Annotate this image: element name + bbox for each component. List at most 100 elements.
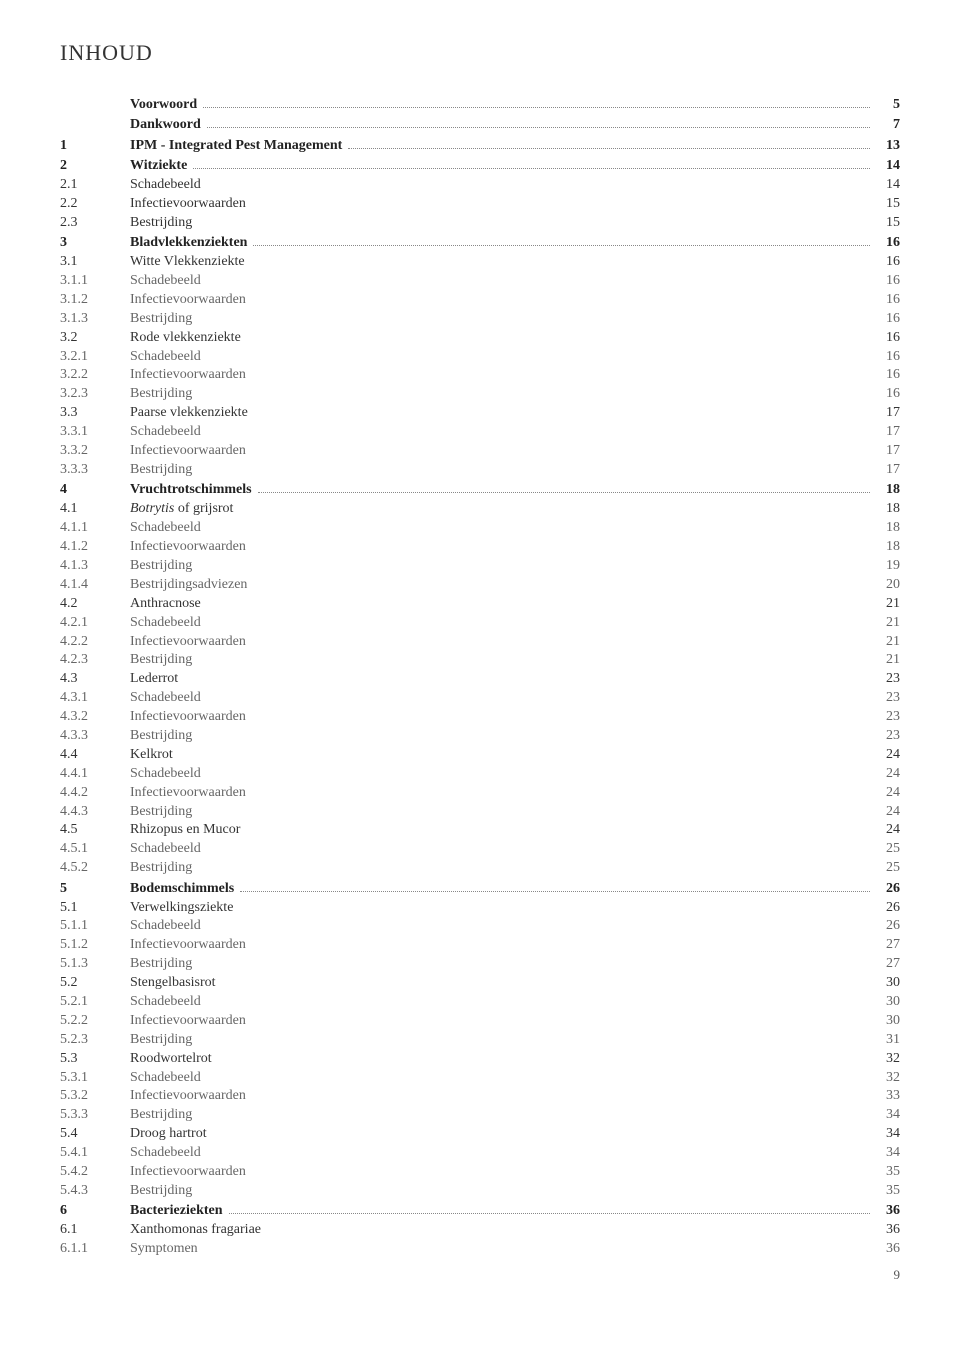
toc-row: 3.1.1Schadebeeld16: [60, 272, 900, 291]
toc-label: Roodwortelrot: [130, 1050, 212, 1069]
toc-label: Voorwoord: [130, 96, 197, 115]
toc-number: 5.1.2: [60, 936, 130, 955]
toc-number: 4.2.1: [60, 614, 130, 633]
toc-label: Verwelkingsziekte: [130, 899, 233, 918]
toc-label: Infectievoorwaarden: [130, 936, 246, 955]
toc-row: 5.1Verwelkingsziekte26: [60, 899, 900, 918]
toc-number: 3.3.3: [60, 461, 130, 480]
toc-row: 4.3.3Bestrijding23: [60, 727, 900, 746]
toc-label: Schadebeeld: [130, 1069, 201, 1088]
toc-page: 7: [876, 116, 900, 135]
toc-label: Schadebeeld: [130, 272, 201, 291]
toc-label: Dankwoord: [130, 116, 201, 135]
toc-leader: [229, 1201, 870, 1215]
toc-leader: [253, 233, 870, 247]
toc-label: Botrytis of grijsrot: [130, 500, 233, 519]
toc-number: 4.3.1: [60, 689, 130, 708]
toc-number: 5.2.2: [60, 1012, 130, 1031]
toc-label: Infectievoorwaarden: [130, 195, 246, 214]
toc-number: 2.1: [60, 176, 130, 195]
toc-label: Schadebeeld: [130, 423, 201, 442]
toc-page: 36: [876, 1202, 900, 1221]
toc-row: 4.2.2Infectievoorwaarden21: [60, 633, 900, 652]
toc-row: 2.2Infectievoorwaarden15: [60, 195, 900, 214]
toc-page: 16: [876, 329, 900, 348]
toc-row: 3.1.2Infectievoorwaarden16: [60, 291, 900, 310]
toc-number: 5.2: [60, 974, 130, 993]
toc-label: Bladvlekkenziekten: [130, 234, 247, 253]
toc-row: 5.1.3Bestrijding27: [60, 955, 900, 974]
toc-row: 4.4.3Bestrijding24: [60, 803, 900, 822]
toc-label: Bestrijding: [130, 385, 192, 404]
toc-page: 23: [876, 727, 900, 746]
page-title: INHOUD: [60, 40, 900, 66]
toc-page: 35: [876, 1182, 900, 1201]
toc-number: 5.3.2: [60, 1087, 130, 1106]
toc-label: Infectievoorwaarden: [130, 708, 246, 727]
toc-row: 4.2.3Bestrijding21: [60, 651, 900, 670]
toc-row: 5.2.1Schadebeeld30: [60, 993, 900, 1012]
toc-row: 5.1.2Infectievoorwaarden 27: [60, 936, 900, 955]
toc-row: Voorwoord5: [60, 94, 900, 114]
toc-page: 24: [876, 765, 900, 784]
toc-page: 18: [876, 500, 900, 519]
toc-number: 5.3.3: [60, 1106, 130, 1125]
toc-number: 3.3.1: [60, 423, 130, 442]
toc-number: 4.1.1: [60, 519, 130, 538]
toc-row: 4.4.1Schadebeeld24: [60, 765, 900, 784]
toc-label: Infectievoorwaarden: [130, 291, 246, 310]
toc-page: 34: [876, 1125, 900, 1144]
toc-number: 5: [60, 880, 130, 899]
toc-label: Infectievoorwaarden: [130, 633, 246, 652]
toc-page: 17: [876, 442, 900, 461]
toc-label: Bestrijding: [130, 803, 192, 822]
toc-label: Anthracnose: [130, 595, 201, 614]
toc-label: Schadebeeld: [130, 917, 201, 936]
toc-page: 27: [876, 936, 900, 955]
toc-leader: [348, 135, 870, 149]
toc-label: Infectievoorwaarden: [130, 1012, 246, 1031]
toc-label: Stengelbasisrot: [130, 974, 216, 993]
toc-row: 4.1.1Schadebeeld18: [60, 519, 900, 538]
toc-row: 4Vruchtrotschimmels18: [60, 480, 900, 500]
toc-number: 3.1.1: [60, 272, 130, 291]
toc-row: 3.3.2Infectievoorwaarden 17: [60, 442, 900, 461]
toc-number: 3.2.1: [60, 348, 130, 367]
toc-page: 16: [876, 348, 900, 367]
toc-number: 4.1.3: [60, 557, 130, 576]
toc-number: 3.3.2: [60, 442, 130, 461]
toc-number: 4.1.2: [60, 538, 130, 557]
toc-page: 25: [876, 840, 900, 859]
toc-label: Symptomen: [130, 1240, 198, 1259]
toc-page: 21: [876, 595, 900, 614]
toc-label: Bestrijding: [130, 955, 192, 974]
toc-label: Infectievoorwaarden: [130, 784, 246, 803]
toc-leader: [240, 878, 870, 892]
toc-row: 5.4.1Schadebeeld34: [60, 1144, 900, 1163]
toc-label: Schadebeeld: [130, 840, 201, 859]
toc-number: 4.3.2: [60, 708, 130, 727]
toc-number: 3.2.2: [60, 366, 130, 385]
toc-leader: [193, 155, 870, 169]
toc-page: 24: [876, 746, 900, 765]
toc-page: 34: [876, 1144, 900, 1163]
toc-row: 4.3.1Schadebeeld23: [60, 689, 900, 708]
toc-number: 6: [60, 1202, 130, 1221]
toc-label: Vruchtrotschimmels: [130, 481, 252, 500]
toc-page: 34: [876, 1106, 900, 1125]
toc-row: 4.3Lederrot23: [60, 670, 900, 689]
page-number-footer: 9: [60, 1267, 900, 1283]
toc-page: 36: [876, 1240, 900, 1259]
toc-number: 4.5.1: [60, 840, 130, 859]
toc-label: Witziekte: [130, 157, 187, 176]
toc-page: 19: [876, 557, 900, 576]
toc-page: 16: [876, 366, 900, 385]
toc-page: 16: [876, 310, 900, 329]
toc-label: Infectievoorwaarden: [130, 1087, 246, 1106]
toc-label: Infectievoorwaarden: [130, 442, 246, 461]
toc-row: 4.3.2Infectievoorwaarden23: [60, 708, 900, 727]
toc-number: 4.4: [60, 746, 130, 765]
toc-page: 32: [876, 1069, 900, 1088]
toc-number: 6.1: [60, 1221, 130, 1240]
toc-page: 18: [876, 481, 900, 500]
